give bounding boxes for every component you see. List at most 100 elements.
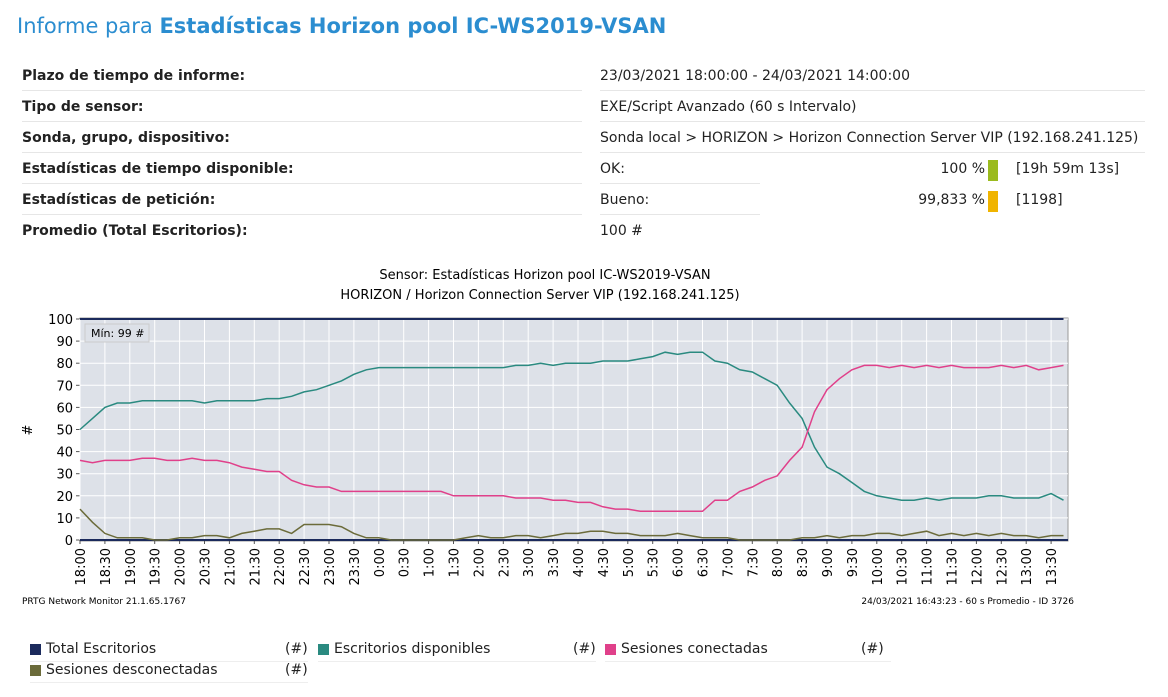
x-tick-label: 21:30 <box>248 548 263 585</box>
x-tick-label: 7:00 <box>721 548 736 577</box>
row-detail: [1198] <box>1016 192 1063 208</box>
x-tick-label: 1:30 <box>448 548 463 577</box>
status-bar <box>988 160 998 181</box>
legend-unit: (#) <box>573 641 596 657</box>
x-tick-label: 11:30 <box>946 548 961 585</box>
chart-subtitle: HORIZON / Horizon Connection Server VIP … <box>340 288 739 303</box>
row-label: Estadísticas de tiempo disponible: <box>22 161 582 184</box>
footer-left: PRTG Network Monitor 21.1.65.1767 <box>22 597 186 607</box>
report-title: Informe para Estadísticas Horizon pool I… <box>17 14 666 38</box>
title-prefix: Informe para <box>17 14 153 38</box>
legend-swatch <box>318 644 329 655</box>
row-value: 100 # <box>600 223 643 239</box>
x-tick-label: 7:30 <box>746 548 761 577</box>
row-label: Plazo de tiempo de informe: <box>22 68 582 91</box>
legend-item: Escritorios disponibles (#) <box>318 641 596 662</box>
row-value: 23/03/2021 18:00:00 - 24/03/2021 14:00:0… <box>600 68 1145 91</box>
row-detail: [19h 59m 13s] <box>1016 161 1120 177</box>
x-tick-label: 6:30 <box>697 548 712 577</box>
x-tick-label: 2:30 <box>497 548 512 577</box>
y-tick-label: 70 <box>56 379 73 394</box>
row-label: Promedio (Total Escritorios): <box>22 223 248 239</box>
y-tick-label: 90 <box>56 335 73 350</box>
x-tick-label: 5:00 <box>622 548 637 577</box>
info-row: Estadísticas de petición: Bueno: 99,833 % [… <box>18 186 1145 216</box>
x-tick-label: 4:30 <box>597 548 612 577</box>
row-value: Sonda local > HORIZON > Horizon Connecti… <box>600 130 1145 153</box>
y-tick-label: 50 <box>56 424 73 439</box>
footer-right: 24/03/2021 16:43:23 - 60 s Promedio - ID… <box>861 597 1074 607</box>
legend-swatch <box>605 644 616 655</box>
y-tick-label: 40 <box>56 446 73 461</box>
x-tick-label: 3:30 <box>547 548 562 577</box>
x-tick-label: 12:30 <box>995 548 1010 585</box>
x-tick-label: 19:30 <box>149 548 164 585</box>
y-tick-label: 10 <box>56 512 73 527</box>
status-bar <box>988 191 998 212</box>
x-tick-label: 19:00 <box>124 548 139 585</box>
legend-unit: (#) <box>861 641 884 657</box>
series-line <box>79 351 1064 501</box>
legend-unit: (#) <box>285 641 308 657</box>
legend-unit: (#) <box>285 662 308 678</box>
y-tick-label: 60 <box>56 401 73 416</box>
row-value: EXE/Script Avanzado (60 s Intervalo) <box>600 99 1145 122</box>
info-row: Plazo de tiempo de informe: 23/03/2021 18… <box>18 62 1145 92</box>
legend-item: Total Escritorios (#) <box>30 641 308 662</box>
legend-label: Escritorios disponibles <box>334 641 491 657</box>
y-tick-label: 0 <box>65 534 73 549</box>
y-axis-label: # <box>21 425 36 436</box>
legend-label: Sesiones conectadas <box>621 641 768 657</box>
info-row: Estadísticas de tiempo disponible: OK: 100… <box>18 155 1145 185</box>
y-tick-label: 80 <box>56 357 73 372</box>
row-percent: 100 % <box>940 161 985 177</box>
legend-label: Sesiones desconectadas <box>46 662 218 678</box>
x-tick-label: 10:00 <box>871 548 886 585</box>
y-tick-label: 100 <box>48 313 73 328</box>
x-tick-label: 5:30 <box>647 548 662 577</box>
x-tick-label: 6:00 <box>672 548 687 577</box>
legend-label: Total Escritorios <box>46 641 157 657</box>
x-tick-label: 13:00 <box>1020 548 1035 585</box>
x-tick-label: 1:00 <box>423 548 438 577</box>
info-row: Sonda, grupo, dispositivo: Sonda local > … <box>18 124 1145 154</box>
x-tick-label: 11:00 <box>921 548 936 585</box>
x-tick-label: 8:30 <box>796 548 811 577</box>
row-label: Estadísticas de petición: <box>22 192 582 215</box>
x-tick-label: 18:30 <box>99 548 114 585</box>
x-tick-label: 20:00 <box>174 548 189 585</box>
x-tick-label: 23:00 <box>323 548 338 585</box>
legend-swatch <box>30 665 41 676</box>
x-tick-label: 4:00 <box>572 548 587 577</box>
x-tick-label: 8:00 <box>771 548 786 577</box>
row-percent: 99,833 % <box>918 192 985 208</box>
info-row: Promedio (Total Escritorios): 100 # <box>18 217 1145 247</box>
x-tick-label: 12:00 <box>970 548 985 585</box>
info-row: Tipo de sensor: EXE/Script Avanzado (60 s… <box>18 93 1145 123</box>
x-tick-label: 21:00 <box>223 548 238 585</box>
series-line <box>79 364 1064 513</box>
x-tick-label: 2:00 <box>472 548 487 577</box>
x-tick-label: 9:30 <box>846 548 861 577</box>
row-status: OK: <box>600 161 760 184</box>
x-tick-label: 22:00 <box>273 548 288 585</box>
chart: Sensor: Estadísticas Horizon pool IC-WS2… <box>21 268 1074 607</box>
x-tick-label: 22:30 <box>298 548 313 585</box>
annotation-box <box>84 323 150 343</box>
annotation: Mín: 99 # <box>91 327 144 340</box>
x-tick-label: 20:30 <box>199 548 214 585</box>
y-tick-label: 20 <box>56 490 73 505</box>
series-line <box>79 508 1064 541</box>
row-label: Sonda, grupo, dispositivo: <box>22 130 582 153</box>
x-tick-label: 9:00 <box>821 548 836 577</box>
title-name: Estadísticas Horizon pool IC-WS2019-VSAN <box>159 14 667 38</box>
x-tick-label: 10:30 <box>896 548 911 585</box>
x-tick-label: 18:00 <box>74 548 89 585</box>
x-tick-label: 23:30 <box>348 548 363 585</box>
row-status: Bueno: <box>600 192 760 215</box>
legend-item: Sesiones desconectadas (#) <box>30 662 308 683</box>
x-tick-label: 13:30 <box>1045 548 1060 585</box>
legend-item: Sesiones conectadas (#) <box>605 641 891 662</box>
x-tick-label: 3:00 <box>522 548 537 577</box>
